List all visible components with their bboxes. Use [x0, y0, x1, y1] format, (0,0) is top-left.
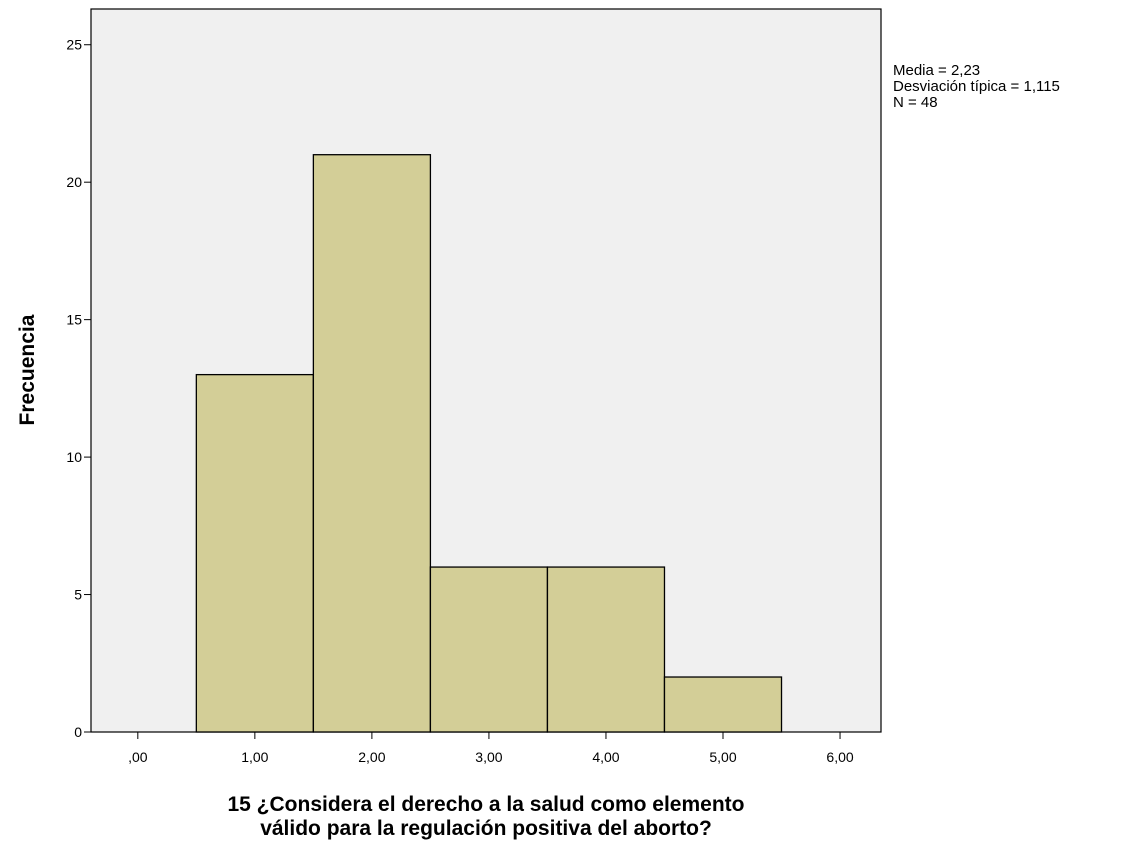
bars-group: [195, 154, 783, 733]
x-axis: ,00 1,00 2,00 3,00 4,00 5,00 6,00: [128, 732, 854, 765]
y-axis-label: Frecuencia: [16, 314, 39, 425]
y-axis: 0 5 10 15 20 25: [66, 37, 91, 740]
x-tick-label: ,00: [128, 749, 148, 765]
histogram-bar-5: [663, 676, 783, 733]
n-stat: N = 48: [893, 94, 938, 111]
y-tick-label: 10: [66, 449, 82, 465]
statistics-box: Media = 2,23 Desviación típica = 1,115 N…: [893, 63, 1060, 111]
y-tick-label: 15: [66, 312, 82, 328]
x-tick-label: 5,00: [709, 749, 736, 765]
x-tick-label: 4,00: [592, 749, 619, 765]
x-axis-label: 15 ¿Considera el derecho a la salud como…: [90, 793, 882, 841]
x-tick-label: 1,00: [241, 749, 268, 765]
x-tick-label: 6,00: [826, 749, 853, 765]
std-stat: Desviación típica = 1,115: [893, 78, 1060, 95]
x-axis-label-line-2: válido para la regulación positiva del a…: [260, 817, 712, 840]
histogram-bar-4: [546, 566, 666, 733]
x-tick-label: 3,00: [475, 749, 502, 765]
x-axis-label-line-1: 15 ¿Considera el derecho a la salud como…: [227, 793, 745, 816]
y-tick-label: 5: [74, 587, 82, 603]
x-tick-label: 2,00: [358, 749, 385, 765]
y-tick-label: 20: [66, 174, 82, 190]
histogram-bar-1: [195, 373, 315, 733]
y-tick-label: 25: [66, 37, 82, 53]
y-tick-label: 0: [74, 724, 82, 740]
histogram-bar-3: [429, 566, 549, 733]
histogram-bar-2: [312, 154, 432, 733]
mean-stat: Media = 2,23: [893, 62, 981, 79]
